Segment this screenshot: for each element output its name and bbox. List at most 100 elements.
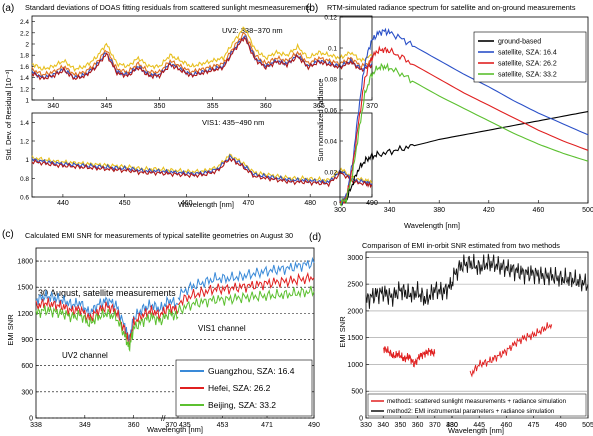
series-line <box>339 27 589 205</box>
legend-label: satellite, SZA: 26.2 <box>498 61 557 68</box>
panel-a-top-annotation: UV2: 338~370 nm <box>222 26 283 35</box>
series-line <box>31 153 373 185</box>
x-tick-label: 460 <box>181 200 193 207</box>
y-tick-label: 1.2 <box>20 139 29 146</box>
series-line <box>31 31 373 77</box>
panel-a-title: Standard deviations of DOAS fitting resi… <box>25 3 311 12</box>
panel-c-title: Calculated EMI SNR for measurements of t… <box>25 231 293 240</box>
y-tick-label: 3000 <box>347 255 363 262</box>
plot-frame <box>35 247 315 419</box>
x-tick-label: 350 <box>154 103 166 110</box>
y-tick-label: 2500 <box>347 282 363 289</box>
y-tick-label: 2000 <box>347 308 363 315</box>
x-tick-label: 300 <box>334 207 346 214</box>
series-line <box>177 285 315 315</box>
legend-label: ground-based <box>498 39 541 46</box>
x-tick-label: 380 <box>433 207 445 214</box>
x-tick-label: 505 <box>582 422 593 429</box>
panel-c-plot: 0 300 600 900 1200 1500 1800 338 349 360 370 435 45… <box>17 247 320 429</box>
y-tick-label: 300 <box>21 389 33 396</box>
panel-a-label: (a) <box>2 3 14 14</box>
x-tick-label: 430 <box>446 422 458 429</box>
x-tick-label: 475 <box>528 422 540 429</box>
panel-a: (a) Standard deviations of DOAS fitting … <box>2 3 378 209</box>
x-tick-label: 471 <box>261 422 273 429</box>
x-tick-label: 360 <box>128 422 140 429</box>
x-tick-label: 340 <box>377 422 389 429</box>
panel-a-xlabel: Wavelength [nm] <box>178 200 234 209</box>
series-line <box>35 297 179 346</box>
panel-c-annotation-uv2: UV2 channel <box>62 351 108 360</box>
panel-b: (b) RTM-simulated radiance spectrum for … <box>306 3 593 230</box>
series-line <box>31 157 373 189</box>
y-tick-label: 2.4 <box>20 19 29 26</box>
y-tick-label: 1.6 <box>20 64 29 71</box>
y-tick-label: 0.1 <box>328 46 337 53</box>
y-tick-label: 0.6 <box>20 195 29 202</box>
panel-b-ylabel: Sun normalized radiance <box>316 79 325 162</box>
series-line <box>177 256 315 302</box>
x-tick-label: 350 <box>395 422 407 429</box>
legend-label: satellite, SZA: 33.2 <box>498 72 557 79</box>
y-tick-label: 1 <box>25 157 29 164</box>
y-tick-label: 2 <box>25 42 29 49</box>
y-tick-label: 0.06 <box>324 108 337 115</box>
y-tick-label: 0.12 <box>324 15 337 22</box>
x-tick-label: 380 <box>446 422 458 429</box>
series-line <box>469 322 553 378</box>
x-tick-label: 360 <box>412 422 424 429</box>
y-tick-label: 0.02 <box>324 170 337 177</box>
axis-break-mark: // <box>161 414 166 423</box>
legend-label: Hefei, SZA: 26.2 <box>208 383 271 393</box>
y-tick-label: 1.4 <box>20 120 29 127</box>
panel-b-plot: 0 0.02 0.04 0.06 0.08 0.1 0.12 300 340 380 420 460 5… <box>324 15 593 215</box>
panel-c: (c) Calculated EMI SNR for measurements … <box>2 229 320 434</box>
series-line <box>31 36 373 81</box>
y-tick-label: 1.2 <box>20 86 29 93</box>
y-tick-label: 1.4 <box>20 75 29 82</box>
panel-a-ylabel: Std. Dev. of Residual [10⁻³] <box>4 70 13 161</box>
x-tick-label: 338 <box>30 422 42 429</box>
panel-c-annotation-vis1: VIS1 channel <box>198 324 246 333</box>
series-line <box>177 271 315 307</box>
panel-d-title: Comparison of EMI in-orbit SNR estimated… <box>362 241 560 250</box>
panel-d-plot: 0 500 1000 1500 2000 2500 3000 330 340 350 360 370 3… <box>347 251 593 429</box>
series-line <box>35 305 179 353</box>
series-line <box>451 253 589 292</box>
x-tick-label: 349 <box>79 422 91 429</box>
x-tick-label: 440 <box>57 200 69 207</box>
y-tick-label: 1.8 <box>20 53 29 60</box>
series-line <box>339 45 589 205</box>
x-tick-label: 365 <box>313 103 325 110</box>
legend-box <box>367 393 587 417</box>
x-tick-label: 470 <box>243 200 255 207</box>
y-tick-label: 0.08 <box>324 77 337 84</box>
panel-a-bottom-annotation: VIS1: 435~490 nm <box>202 118 264 127</box>
legend-label: Beijing, SZA: 33.2 <box>208 400 276 410</box>
panel-d-label: (d) <box>309 232 321 243</box>
panel-c-label: (c) <box>2 229 14 240</box>
series-line <box>365 277 453 309</box>
panel-b-xlabel: Wavelength [nm] <box>404 221 460 230</box>
x-tick-label: 345 <box>101 103 113 110</box>
panel-d-ylabel: EMI SNR <box>338 316 347 348</box>
panel-b-label: (b) <box>306 3 318 14</box>
y-tick-label: 1200 <box>17 311 33 318</box>
series-line <box>382 346 436 368</box>
panel-a-top-plot: 1 1.2 1.4 1.6 1.8 2 2.2 2.4 340 345 350 355 360 365 37… <box>20 15 378 110</box>
legend-label: Guangzhou, SZA: 16.4 <box>208 366 295 376</box>
legend-label: satellite, SZA: 16.4 <box>498 50 557 57</box>
y-tick-label: 1800 <box>17 259 33 266</box>
y-tick-label: 500 <box>351 389 363 396</box>
x-tick-label: 445 <box>473 422 485 429</box>
x-tick-label: 360 <box>260 103 272 110</box>
panel-c-annotation-satellite: 30 August, satellite measurements <box>38 288 176 298</box>
panel-b-title: RTM-simulated radiance spectrum for sate… <box>327 3 576 12</box>
y-tick-label: 0.04 <box>324 139 337 146</box>
x-tick-label: 355 <box>207 103 219 110</box>
y-tick-label: 0 <box>29 416 33 423</box>
x-tick-label: 490 <box>555 422 567 429</box>
y-tick-label: 1000 <box>347 362 363 369</box>
panel-a-bottom-plot: 0.6 0.8 1 1.2 1.4 440 450 460 470 480 490 <box>20 112 378 207</box>
legend-label: method2: EMI instrumental parameters + r… <box>387 408 555 415</box>
